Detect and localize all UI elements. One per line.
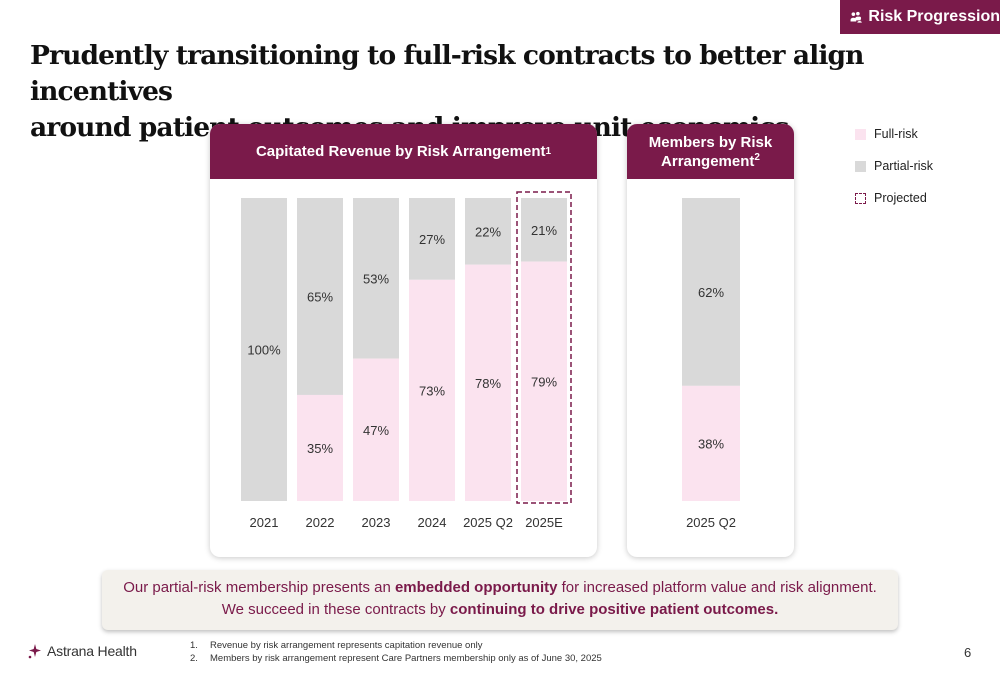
legend-swatch-partial-risk (855, 160, 866, 172)
astrana-sparkle-icon (28, 644, 41, 659)
callout-text: for increased platform value and risk al… (557, 579, 877, 596)
revenue-chart-title: Capitated Revenue by Risk Arrangement (255, 143, 546, 160)
bar-full-risk-2025-q2 (682, 385, 740, 501)
footnote-1: 1. Revenue by risk arrangement represent… (190, 640, 602, 653)
category-label-2021: 2021 (250, 515, 279, 530)
title-line-1: Prudently transitioning to full-risk con… (30, 40, 864, 107)
data-label-full-risk-2025-q2: 38% (698, 436, 724, 451)
footnote-number: 1. (190, 640, 198, 651)
legend-swatch-full-risk (855, 128, 866, 140)
data-label-partial-risk-2024: 27% (419, 232, 445, 247)
footnote-text: Members by risk arrangement represent Ca… (210, 652, 602, 664)
legend-label-full-risk: Full-risk (874, 127, 918, 141)
legend-label-partial-risk: Partial-risk (874, 159, 934, 173)
legend-label-projected: Projected (874, 191, 927, 205)
footnote-text: Revenue by risk arrangement represents c… (210, 640, 483, 651)
risk-progression-badge: Risk Progression (840, 0, 1000, 34)
category-label-2025-q2: 2025 Q2 (686, 515, 736, 530)
data-label-partial-risk-2025e: 21% (531, 223, 557, 238)
callout-line-2: We succeed in these contracts by continu… (102, 599, 898, 621)
callout-emphasis: continuing to drive positive patient out… (449, 601, 779, 618)
category-label-2022: 2022 (306, 515, 335, 530)
category-label-2025e: 2025E (525, 515, 563, 530)
bar-partial-risk-2025e (521, 198, 567, 262)
data-label-full-risk-2025-q2: 78% (475, 376, 501, 391)
projected-outline-2025e (516, 191, 572, 504)
bar-partial-risk-2024 (409, 198, 455, 280)
logo-text: Astrana Health (47, 643, 137, 659)
revenue-chart: 100% 2021 65% 35% 2022 53% 47% 2023 27% 73% 2024 22… (241, 191, 572, 530)
bar-full-risk-2022 (297, 394, 343, 501)
category-label-2024: 2024 (418, 515, 447, 530)
data-label-partial-risk-2021: 100% (247, 343, 281, 358)
data-label-partial-risk-2025-q2: 22% (475, 224, 501, 239)
people-group-icon (850, 11, 862, 23)
bar-partial-risk-2023 (353, 198, 399, 359)
revenue-chart-header: Capitated Revenue by Risk Arrangement 1 (210, 124, 597, 179)
data-label-full-risk-2023: 47% (363, 423, 389, 438)
data-label-partial-risk-2023: 53% (363, 271, 389, 286)
members-chart-footnote-ref: 2 (754, 151, 760, 163)
callout-text: We succeed in these contracts by (221, 601, 450, 618)
data-label-full-risk-2024: 73% (419, 383, 445, 398)
bar-partial-risk-2025-q2 (465, 198, 511, 265)
category-label-2025-q2: 2025 Q2 (463, 515, 513, 530)
bar-full-risk-2025-q2 (465, 264, 511, 501)
members-chart-card: Members by Risk Arrangement2 62% 38% 2025 … (627, 124, 794, 557)
legend-item-partial-risk: Partial-risk (855, 158, 933, 174)
astrana-logo: Astrana Health (28, 643, 137, 659)
legend-item-full-risk: Full-risk (855, 126, 933, 142)
legend: Full-risk Partial-risk Projected (855, 126, 933, 222)
page-number: 6 (964, 645, 972, 660)
bar-full-risk-2024 (409, 279, 455, 501)
data-label-full-risk-2022: 35% (307, 441, 333, 456)
members-chart-header: Members by Risk Arrangement2 (627, 124, 794, 179)
bar-partial-risk-2025-q2 (682, 198, 740, 386)
bar-full-risk-2023 (353, 358, 399, 501)
badge-label: Risk Progression (868, 8, 1000, 25)
data-label-full-risk-2025e: 79% (531, 374, 557, 389)
callout-line-1: Our partial-risk membership presents an … (102, 577, 898, 599)
callout-emphasis: embedded opportunity (394, 579, 558, 596)
bar-partial-risk-2022 (297, 198, 343, 395)
members-chart: 62% 38% 2025 Q2 (682, 198, 740, 530)
data-label-partial-risk-2022: 65% (307, 289, 333, 304)
footnote-number: 2. (190, 652, 198, 664)
legend-item-projected: Projected (855, 190, 933, 206)
bar-partial-risk-2021 (241, 198, 287, 501)
bar-full-risk-2025e (521, 261, 567, 501)
callout-box: Our partial-risk membership presents an … (102, 570, 898, 630)
legend-swatch-projected (855, 192, 866, 204)
category-label-2023: 2023 (362, 515, 391, 530)
footnote-2: 2. Members by risk arrangement represent… (190, 653, 602, 666)
data-label-partial-risk-2025-q2: 62% (698, 285, 724, 300)
revenue-chart-card: Capitated Revenue by Risk Arrangement 1 1… (210, 124, 597, 557)
callout-text: Our partial-risk membership presents an (123, 579, 395, 596)
footnotes: 1. Revenue by risk arrangement represent… (190, 640, 602, 665)
members-chart-title: Members by Risk Arrangement (648, 133, 773, 170)
